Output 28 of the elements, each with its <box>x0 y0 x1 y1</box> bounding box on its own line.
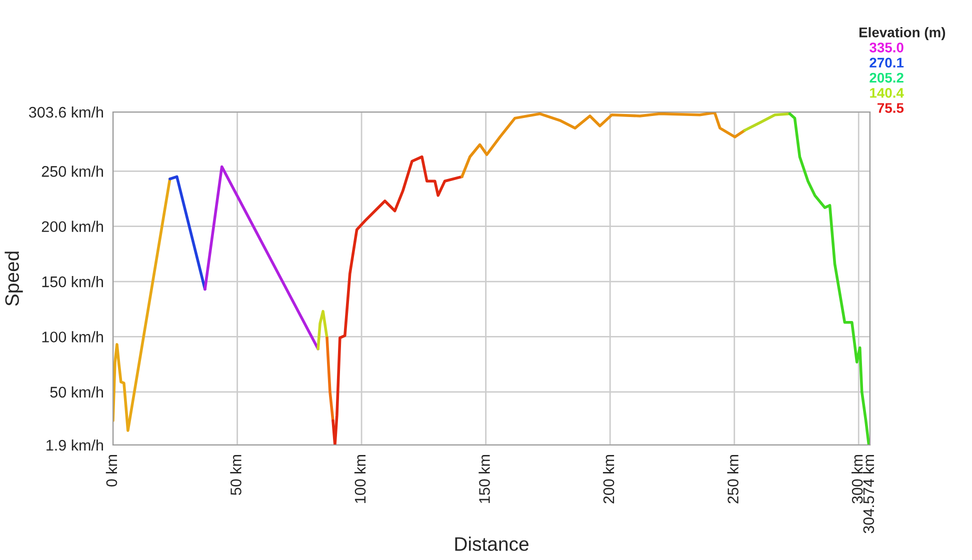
y-tick-label: 250 km/h <box>42 166 103 177</box>
line-series <box>743 112 792 132</box>
line-series <box>332 155 464 445</box>
x-tick-label: 100 km <box>354 455 366 503</box>
y-tick-label: 200 km/h <box>42 220 103 232</box>
x-tick-label: 250 km <box>727 455 738 504</box>
text: 335.0 <box>870 42 904 52</box>
y-tick-label: 1.9 km/h <box>46 439 103 451</box>
x-tick-label: 0 km <box>106 455 118 487</box>
line-series <box>316 310 328 350</box>
y-tick-label: 100 km/h <box>42 331 103 342</box>
y-axis-title: Speed <box>4 252 23 306</box>
text: 75.5 <box>878 103 904 113</box>
x-tick-label: 304.574 km <box>862 455 874 534</box>
line-series <box>113 177 172 432</box>
y-tick-label: 50 km/h <box>50 386 103 398</box>
text: 205.2 <box>870 72 904 83</box>
text: 270.1 <box>870 58 904 68</box>
x-tick-label: 50 km <box>230 455 242 496</box>
line-series <box>460 112 746 178</box>
legend-title: Elevation (m) <box>859 27 946 40</box>
y-tick-label: 303.6 km/h <box>28 106 103 118</box>
x-tick-label: 300 km <box>852 455 863 504</box>
y-tick-label: 150 km/h <box>42 276 103 288</box>
text: 140.4 <box>870 88 904 98</box>
x-tick-label: 200 km <box>602 455 614 504</box>
x-tick-label: 150 km <box>478 455 490 503</box>
x-axis-title: Distance <box>455 536 528 551</box>
